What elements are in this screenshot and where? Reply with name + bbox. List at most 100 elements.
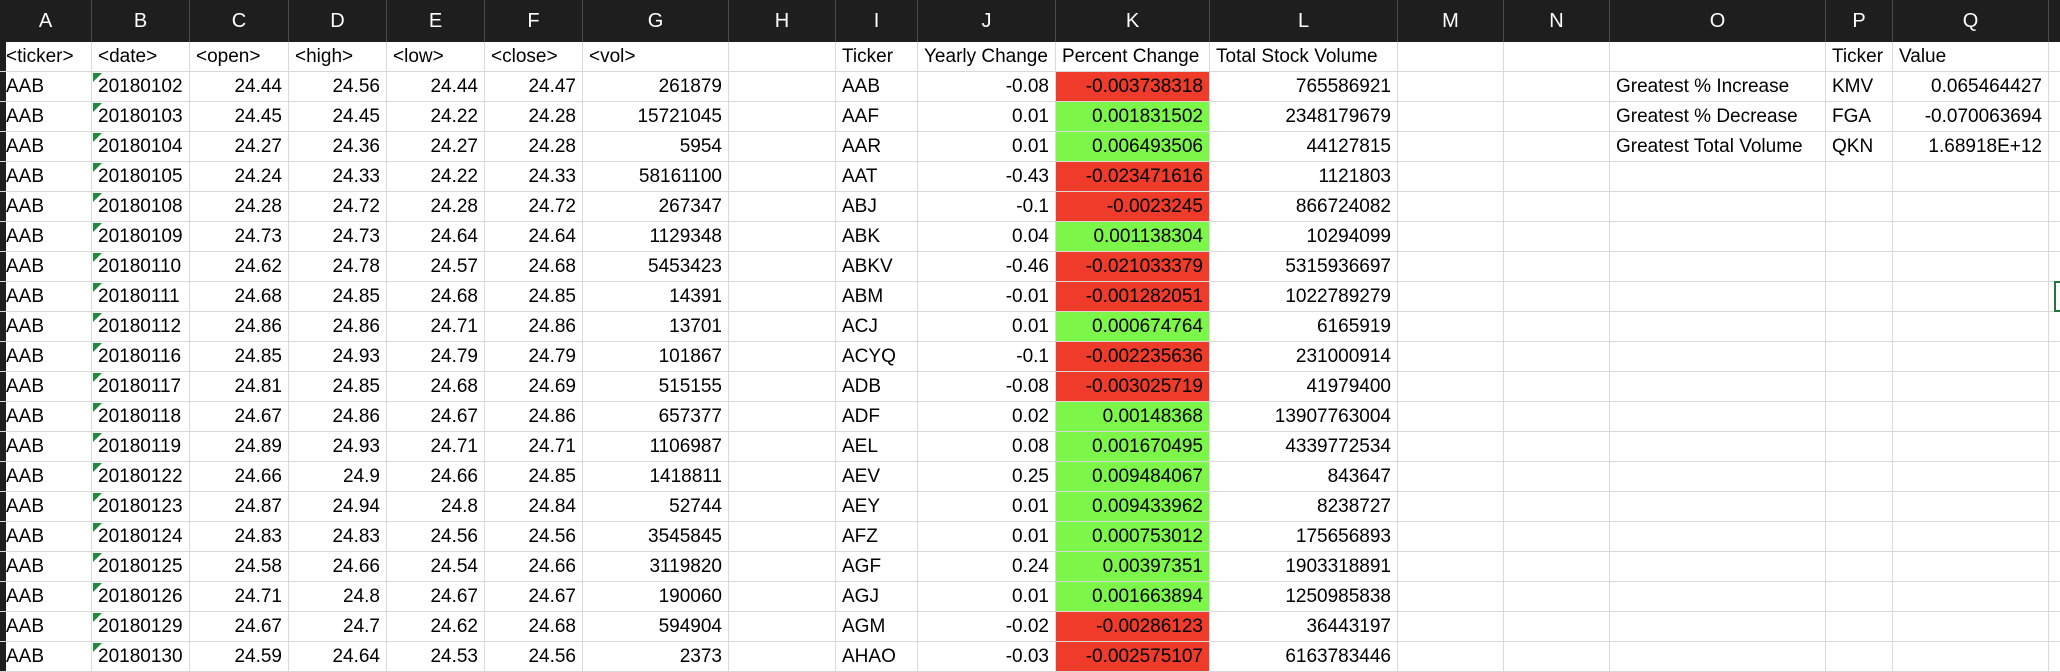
cell-vol[interactable]: 515155 (583, 372, 729, 402)
cell-empty-h[interactable] (729, 642, 836, 672)
cell-empty-o[interactable] (1610, 492, 1826, 522)
cell-high[interactable]: 24.66 (289, 552, 387, 582)
cell-ticker[interactable]: AAB (0, 72, 92, 102)
cell-low[interactable]: 24.66 (387, 462, 485, 492)
cell-empty-h[interactable] (729, 492, 836, 522)
column-header-c[interactable]: C (190, 0, 289, 42)
cell-close[interactable]: 24.67 (485, 582, 583, 612)
cell-high[interactable]: 24.86 (289, 312, 387, 342)
cell-close[interactable]: 24.86 (485, 402, 583, 432)
cell-empty-m[interactable] (1398, 312, 1504, 342)
cell-empty-m[interactable] (1398, 192, 1504, 222)
cell-vol[interactable]: 15721045 (583, 102, 729, 132)
cell-vol[interactable]: 5954 (583, 132, 729, 162)
cell-empty-q[interactable] (1893, 402, 2049, 432)
cell-date[interactable]: 20180102 (92, 72, 190, 102)
cell-yearly-change[interactable]: 0.24 (918, 552, 1056, 582)
cell-empty-h[interactable] (729, 372, 836, 402)
cell-low[interactable]: 24.54 (387, 552, 485, 582)
cell-ticker[interactable]: AAB (0, 102, 92, 132)
cell-high[interactable]: 24.64 (289, 642, 387, 672)
cell-high[interactable]: 24.83 (289, 522, 387, 552)
cell-empty-p[interactable] (1826, 462, 1893, 492)
cell-ticker[interactable]: AAB (0, 432, 92, 462)
cell-vol[interactable]: 1129348 (583, 222, 729, 252)
cell-empty-q[interactable] (1893, 342, 2049, 372)
cell-empty-m[interactable] (1398, 282, 1504, 312)
cell-empty-p[interactable] (1826, 402, 1893, 432)
cell-empty-q[interactable] (1893, 552, 2049, 582)
cell-total-volume[interactable]: 1121803 (1210, 162, 1398, 192)
cell-i1[interactable]: Ticker (836, 42, 918, 72)
cell-empty-p[interactable] (1826, 282, 1893, 312)
cell-empty-m[interactable] (1398, 252, 1504, 282)
cell-total-volume[interactable]: 8238727 (1210, 492, 1398, 522)
column-header-m[interactable]: M (1398, 0, 1504, 42)
cell-c1[interactable]: <open> (190, 42, 289, 72)
cell-close[interactable]: 24.33 (485, 162, 583, 192)
cell-empty-n[interactable] (1504, 552, 1610, 582)
cell-date[interactable]: 20180126 (92, 582, 190, 612)
cell-yearly-change[interactable]: 0.02 (918, 402, 1056, 432)
cell-close[interactable]: 24.72 (485, 192, 583, 222)
cell-low[interactable]: 24.64 (387, 222, 485, 252)
cell-empty-n[interactable] (1504, 102, 1610, 132)
cell-percent-change[interactable]: -0.0023245 (1056, 192, 1210, 222)
cell-ticker[interactable]: AAB (0, 552, 92, 582)
cell-vol[interactable]: 2373 (583, 642, 729, 672)
cell-empty-h[interactable] (729, 342, 836, 372)
cell-high[interactable]: 24.72 (289, 192, 387, 222)
cell-high[interactable]: 24.93 (289, 342, 387, 372)
cell-overflow[interactable] (2049, 462, 2060, 492)
cell-greatest-label[interactable]: Greatest % Increase (1610, 72, 1826, 102)
cell-empty-q[interactable] (1893, 222, 2049, 252)
cell-empty-q[interactable] (1893, 462, 2049, 492)
cell-open[interactable]: 24.58 (190, 552, 289, 582)
cell-total-volume[interactable]: 6163783446 (1210, 642, 1398, 672)
cell-percent-change[interactable]: 0.000753012 (1056, 522, 1210, 552)
column-header-d[interactable]: D (289, 0, 387, 42)
cell-overflow[interactable] (2049, 612, 2060, 642)
cell-close[interactable]: 24.56 (485, 522, 583, 552)
cell-open[interactable]: 24.73 (190, 222, 289, 252)
cell-empty-h[interactable] (729, 102, 836, 132)
cell-empty-o[interactable] (1610, 342, 1826, 372)
cell-empty-o[interactable] (1610, 192, 1826, 222)
cell-empty-p[interactable] (1826, 582, 1893, 612)
cell-empty-q[interactable] (1893, 522, 2049, 552)
column-header-b[interactable]: B (92, 0, 190, 42)
cell-empty-m[interactable] (1398, 612, 1504, 642)
cell-ticker[interactable]: AAB (0, 492, 92, 522)
cell-empty-o[interactable] (1610, 612, 1826, 642)
cell-l1[interactable]: Total Stock Volume (1210, 42, 1398, 72)
cell-summary-ticker[interactable]: AAR (836, 132, 918, 162)
cell-high[interactable]: 24.56 (289, 72, 387, 102)
cell-empty-m[interactable] (1398, 72, 1504, 102)
cell-vol[interactable]: 14391 (583, 282, 729, 312)
cell-empty-o[interactable] (1610, 402, 1826, 432)
cell-open[interactable]: 24.27 (190, 132, 289, 162)
cell-empty-n[interactable] (1504, 402, 1610, 432)
cell-empty-q[interactable] (1893, 492, 2049, 522)
cell-yearly-change[interactable]: -0.02 (918, 612, 1056, 642)
cell-high[interactable]: 24.94 (289, 492, 387, 522)
cell-empty-o[interactable] (1610, 282, 1826, 312)
cell-empty-h[interactable] (729, 612, 836, 642)
cell-empty-q[interactable] (1893, 312, 2049, 342)
cell-percent-change[interactable]: 0.001670495 (1056, 432, 1210, 462)
cell-close[interactable]: 24.47 (485, 72, 583, 102)
cell-greatest-ticker[interactable]: KMV (1826, 72, 1893, 102)
cell-percent-change[interactable]: -0.00286123 (1056, 612, 1210, 642)
cell-empty-o[interactable] (1610, 552, 1826, 582)
cell-date[interactable]: 20180129 (92, 612, 190, 642)
cell-yearly-change[interactable]: 0.04 (918, 222, 1056, 252)
cell-open[interactable]: 24.67 (190, 612, 289, 642)
cell-yearly-change[interactable]: -0.46 (918, 252, 1056, 282)
cell-summary-ticker[interactable]: AGJ (836, 582, 918, 612)
cell-greatest-value[interactable]: 1.68918E+12 (1893, 132, 2049, 162)
cell-greatest-value[interactable]: -0.070063694 (1893, 102, 2049, 132)
cell-empty-h[interactable] (729, 282, 836, 312)
cell-empty-p[interactable] (1826, 342, 1893, 372)
cell-empty-p[interactable] (1826, 312, 1893, 342)
cell-greatest-label[interactable]: Greatest Total Volume (1610, 132, 1826, 162)
